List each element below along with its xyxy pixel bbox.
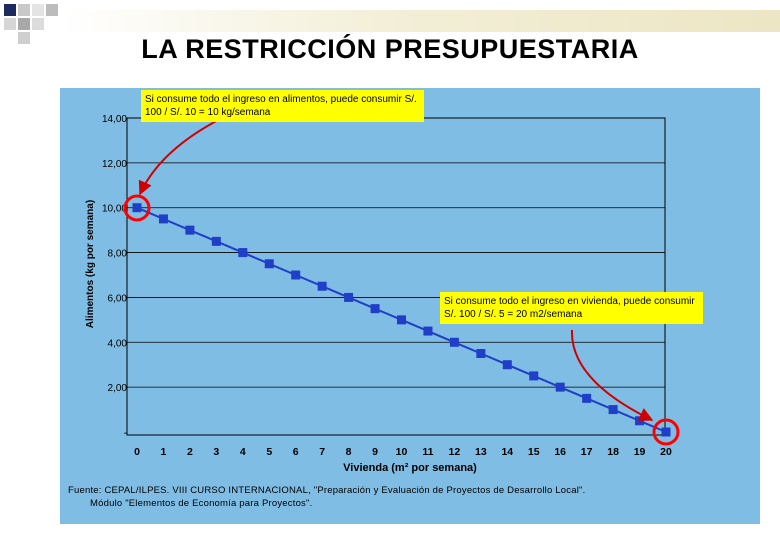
callout-housing: Si consume todo el ingreso en vivienda, … (440, 292, 703, 324)
source-note: Fuente: CEPAL/ILPES. VIII CURSO INTERNAC… (68, 484, 748, 510)
x-tick-label-7: 7 (319, 446, 325, 458)
y-tick-label-3: 6,00 (108, 293, 128, 304)
data-point-5 (264, 259, 274, 269)
header-bar (60, 10, 780, 32)
grid-lines (127, 117, 665, 388)
x-tick-label-15: 15 (528, 446, 540, 458)
y-tick-label-2: 4,00 (108, 338, 128, 349)
x-tick-label-9: 9 (372, 446, 378, 458)
decorative-square-1 (4, 4, 16, 16)
y-tick-label-1: 2,00 (108, 383, 128, 394)
x-tick-label-8: 8 (346, 446, 352, 458)
arrow-to-housing-point (570, 329, 654, 421)
x-tick-label-3: 3 (213, 446, 219, 458)
data-point-9 (370, 304, 380, 314)
data-point-11 (423, 326, 433, 336)
x-tick-label-10: 10 (396, 446, 408, 458)
x-axis-label: Vivienda (m² por semana) (343, 462, 477, 474)
source-line-2: Módulo "Elementos de Economía para Proye… (90, 498, 313, 509)
x-tick-labels: 0 1 2 3 4 5 6 7 8 9 10 11 12 13 14 15 16 17 18 19 20 (134, 446, 672, 458)
source-line-1: Fuente: CEPAL/ILPES. VIII CURSO INTERNAC… (68, 485, 586, 496)
data-point-18 (608, 405, 618, 415)
x-tick-label-13: 13 (475, 446, 487, 458)
x-tick-label-11: 11 (422, 446, 433, 458)
data-point-0 (132, 203, 142, 213)
y-tick-label-0: - (124, 428, 127, 439)
data-point-17 (582, 393, 592, 403)
x-tick-label-6: 6 (293, 446, 299, 458)
data-point-2 (185, 225, 195, 235)
x-tick-label-14: 14 (501, 446, 513, 458)
data-point-6 (291, 270, 301, 280)
x-tick-label-20: 20 (660, 446, 672, 458)
highlight-circle-food (123, 194, 151, 222)
data-point-4 (238, 248, 248, 258)
x-tick-label-2: 2 (187, 446, 193, 458)
y-tick-label-6: 12,00 (102, 159, 127, 170)
data-point-8 (344, 292, 354, 302)
y-tick-label-7: 14,00 (102, 114, 127, 125)
x-tick-label-16: 16 (554, 446, 566, 458)
x-tick-label-0: 0 (134, 446, 140, 458)
decorative-square-8 (18, 32, 30, 44)
y-tick-label-4: 8,00 (108, 249, 128, 260)
page-title: LA RESTRICCIÓN PRESUPUESTARIA (141, 34, 639, 64)
decorative-square-2 (18, 4, 30, 16)
data-point-20 (661, 427, 671, 437)
data-markers (132, 203, 671, 437)
x-tick-label-12: 12 (449, 446, 461, 458)
decorative-square-7 (32, 18, 44, 30)
x-tick-label-18: 18 (607, 446, 619, 458)
callout-food: Si consume todo el ingreso en alimentos,… (141, 90, 424, 122)
highlight-circle-housing (652, 418, 680, 446)
data-point-1 (158, 214, 168, 224)
decorative-square-5 (4, 18, 16, 30)
x-tick-label-4: 4 (240, 446, 246, 458)
x-tick-label-1: 1 (161, 446, 167, 458)
data-point-16 (555, 382, 565, 392)
data-point-15 (529, 371, 539, 381)
x-tick-label-5: 5 (266, 446, 272, 458)
data-point-13 (476, 349, 486, 358)
decorative-square-6 (18, 18, 30, 30)
data-point-12 (449, 337, 459, 347)
x-tick-label-17: 17 (581, 446, 593, 458)
x-tick-label-19: 19 (634, 446, 646, 458)
arrow-to-food-point (138, 117, 223, 196)
data-point-10 (397, 315, 406, 325)
data-point-14 (502, 360, 512, 370)
decorative-square-4 (46, 4, 58, 16)
y-tick-label-5: 10,00 (102, 204, 127, 215)
data-point-3 (211, 236, 221, 246)
decorative-square-3 (32, 4, 44, 16)
y-tick-labels: - 2,00 4,00 6,00 8,00 10,00 12,00 14,00 (102, 114, 127, 439)
y-axis-label: Alimentos (kg por semana) (85, 200, 96, 328)
data-point-7 (317, 281, 327, 291)
annotations (123, 117, 680, 446)
data-point-19 (635, 416, 645, 426)
